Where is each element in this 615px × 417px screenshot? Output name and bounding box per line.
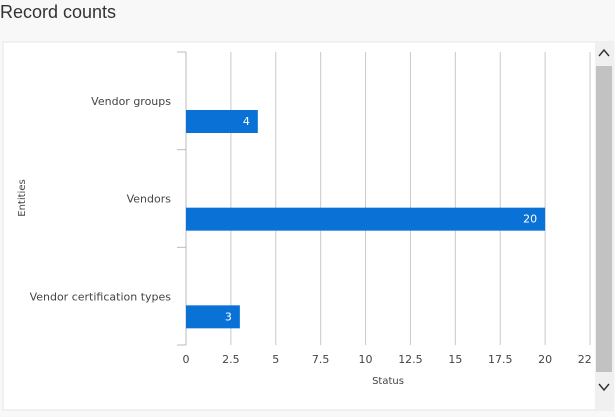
bar <box>186 305 240 329</box>
x-tick-label: 22.5 <box>578 353 603 366</box>
value-label: 4 <box>243 115 250 128</box>
scroll-thumb[interactable] <box>596 66 612 372</box>
bar <box>186 110 258 133</box>
x-tick-label: 10 <box>359 353 373 366</box>
x-tick-label: 12.5 <box>398 353 423 366</box>
page-title: Record counts <box>0 2 117 22</box>
value-label: 20 <box>523 213 537 226</box>
x-axis-title: Status <box>372 376 404 387</box>
scroll-down[interactable] <box>598 383 610 392</box>
x-tick-label: 17.5 <box>488 353 513 366</box>
y-tick-label: Vendor certification types <box>30 290 172 303</box>
bar <box>186 207 546 231</box>
y-tick-label: Vendors <box>127 193 172 206</box>
x-tick-label: 0 <box>183 353 190 366</box>
x-tick-label: 20 <box>538 353 552 366</box>
y-axis-title: Entities <box>17 179 28 216</box>
x-tick-label: 5 <box>272 353 279 366</box>
y-tick-label: Vendor groups <box>91 95 171 108</box>
x-tick-label: 15 <box>448 353 462 366</box>
x-tick-label: 2.5 <box>222 353 240 366</box>
x-tick-label: 7.5 <box>312 353 330 366</box>
value-label: 3 <box>225 310 232 323</box>
scroll-up[interactable] <box>598 48 610 57</box>
